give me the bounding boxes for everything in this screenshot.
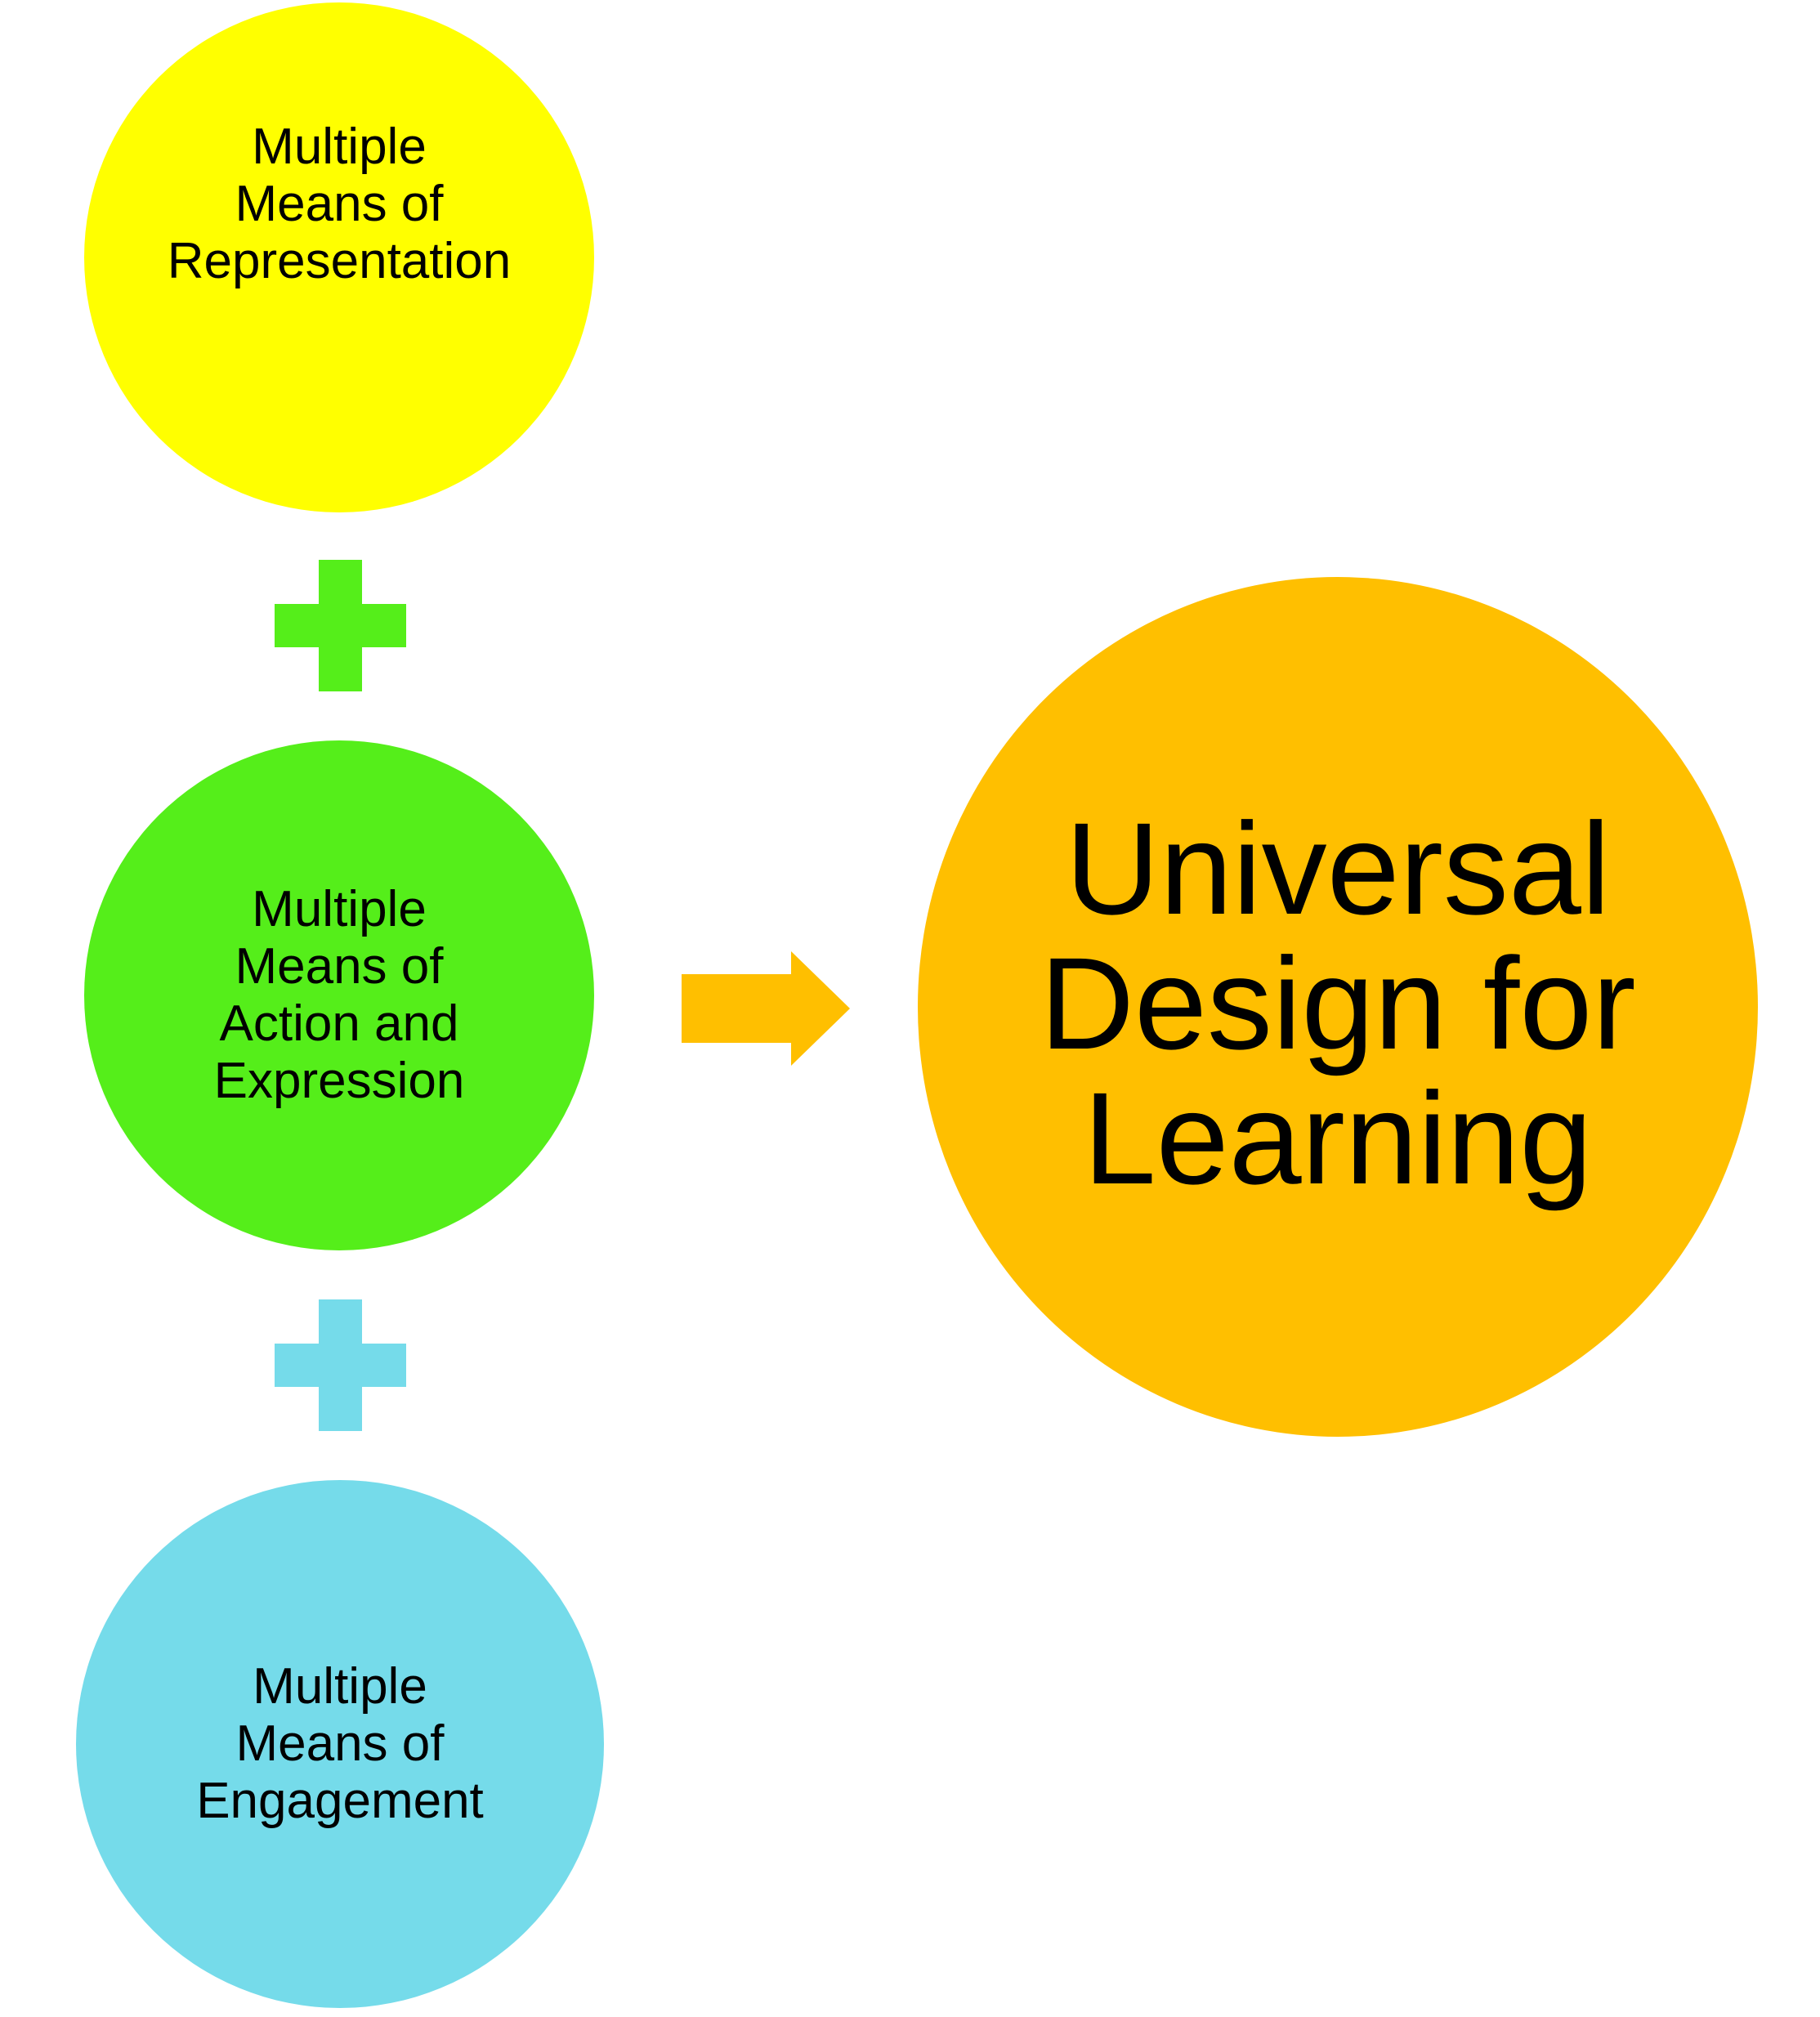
plus-bar-vertical [319,560,362,691]
node-universal-design-for-learning: Universal Design for Learning [918,577,1758,1437]
node-representation: Multiple Means of Representation [84,2,594,512]
node-engagement-label: Multiple Means of Engagement [196,1658,484,1829]
node-udl-label: Universal Design for Learning [1040,794,1636,1211]
plus-icon [275,560,406,691]
node-action-expression: Multiple Means of Action and Expression [84,740,594,1250]
arrow-shape [682,951,850,1066]
node-action-expression-label: Multiple Means of Action and Expression [213,881,465,1109]
plus-icon [275,1299,406,1431]
node-representation-label: Multiple Means of Representation [167,119,512,289]
arrow-right-icon [682,951,850,1066]
plus-bar-vertical [319,1299,362,1431]
node-engagement: Multiple Means of Engagement [76,1480,604,2008]
